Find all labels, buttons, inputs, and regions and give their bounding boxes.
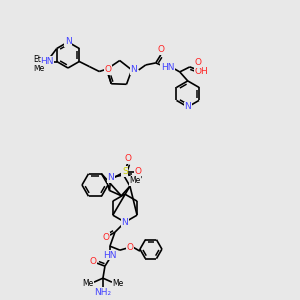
Text: Et: Et — [33, 55, 41, 64]
Text: Me: Me — [112, 279, 124, 288]
Text: NH₂: NH₂ — [94, 288, 112, 297]
Text: N: N — [107, 173, 114, 182]
Text: Me: Me — [33, 64, 44, 73]
Text: S: S — [122, 167, 128, 176]
Text: N: N — [184, 102, 191, 111]
Text: HN: HN — [161, 63, 175, 72]
Text: O: O — [157, 45, 164, 54]
Text: O: O — [89, 256, 96, 266]
Text: N: N — [122, 218, 128, 226]
Text: O: O — [102, 232, 110, 242]
Text: Me: Me — [82, 279, 94, 288]
Text: Me': Me' — [129, 176, 142, 185]
Text: O: O — [126, 243, 134, 252]
Text: O: O — [105, 65, 112, 74]
Text: HN: HN — [103, 250, 117, 260]
Text: N: N — [130, 65, 137, 74]
Text: O: O — [124, 154, 131, 163]
Text: O: O — [134, 167, 141, 176]
Text: O: O — [194, 58, 201, 68]
Text: N: N — [64, 38, 71, 46]
Text: OH: OH — [195, 68, 208, 76]
Text: HN: HN — [40, 57, 53, 66]
